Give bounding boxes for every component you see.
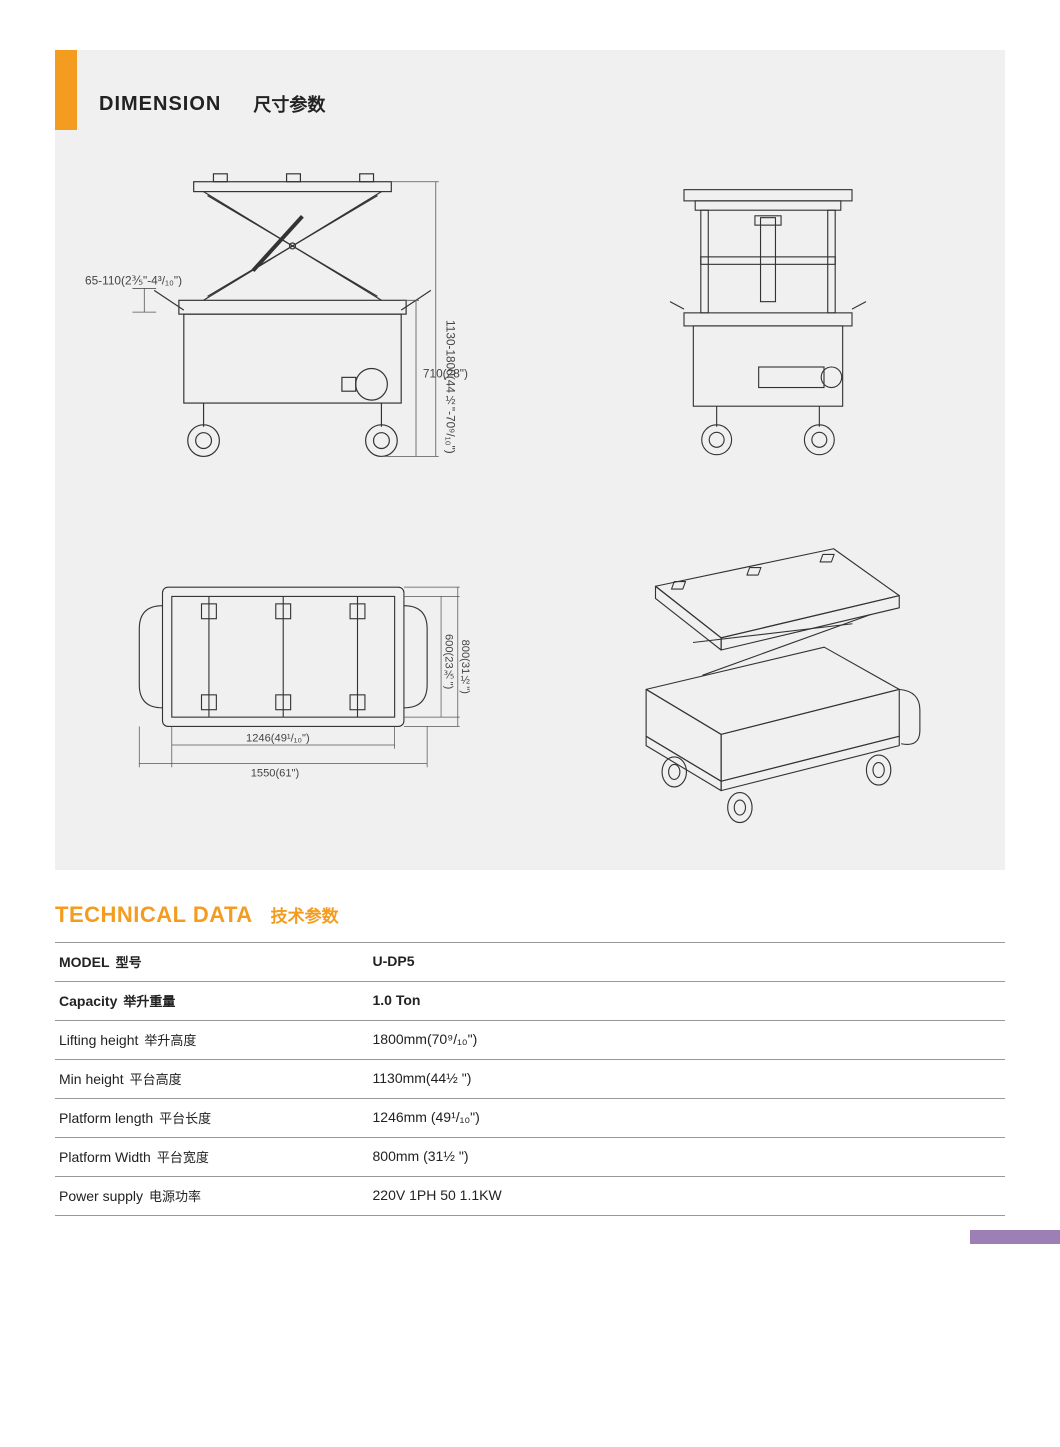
dim-handle-range: 65-110(2⅗"-4³/₁₀"): [85, 273, 182, 287]
table-row: Lifting height 举升高度 1800mm(70⁹/₁₀"): [55, 1021, 1005, 1060]
spec-table: MODEL型号U-DP5Capacity举升重量1.0 TonLifting h…: [55, 942, 1005, 1216]
spec-value-cell: 800mm (31½ "): [369, 1138, 1006, 1177]
spec-label-cell: Capacity 举升重量: [55, 982, 369, 1021]
top-view: 1246(49¹/₁₀") 1550(61") 600(23⅗") 800(31…: [85, 530, 500, 830]
dim-inner-l: 1246(49¹/₁₀"): [246, 732, 310, 744]
spec-value: 1800mm(70⁹/₁₀"): [373, 1031, 478, 1047]
dimension-title-cn: 尺寸参数: [253, 91, 325, 117]
spec-label-cell: Power supply 电源功率: [55, 1177, 369, 1216]
spec-label-cell: Platform length 平台长度: [55, 1099, 369, 1138]
side-view: 1130-1800(44½"-70⁹/₁₀") 710(28") 65-110(…: [85, 160, 500, 490]
spec-label-cn: 举升高度: [144, 1033, 196, 1048]
spec-label-en: Platform Width: [59, 1149, 151, 1165]
spec-label-en: Min height: [59, 1071, 124, 1087]
accent-bar: [55, 50, 77, 130]
technical-data-title-en: TECHNICAL DATA: [55, 902, 253, 928]
spec-label-cell: Platform Width 平台宽度: [55, 1138, 369, 1177]
dimension-title-en: DIMENSION: [99, 93, 221, 116]
spec-label-en: Power supply: [59, 1188, 143, 1204]
spec-value: 1130mm(44½ "): [373, 1070, 472, 1086]
spec-value-cell: 1.0 Ton: [369, 982, 1006, 1021]
spec-label-cn: 平台高度: [130, 1072, 182, 1087]
spec-value-cell: U-DP5: [369, 943, 1006, 982]
spec-label-cn: 型号: [116, 955, 142, 970]
table-row: Capacity 举升重量 1.0 Ton: [55, 982, 1005, 1021]
technical-data-title-cn: 技术参数: [271, 902, 339, 927]
table-row: Platform Width 平台宽度 800mm (31½ "): [55, 1138, 1005, 1177]
isometric-view: [560, 530, 975, 830]
spec-label-cn: 平台宽度: [157, 1150, 209, 1165]
dim-base-h: 710(28"): [423, 366, 468, 380]
spec-value-cell: 1246mm (49¹/₁₀"): [369, 1099, 1006, 1138]
spec-value: 800mm (31½ "): [373, 1148, 469, 1164]
spec-value-cell: 1130mm(44½ "): [369, 1060, 1006, 1099]
table-row: Platform length 平台长度 1246mm (49¹/₁₀"): [55, 1099, 1005, 1138]
spec-label-en: Lifting height: [59, 1032, 138, 1048]
dim-outer-w: 800(31½"): [459, 640, 471, 695]
table-row: MODEL 型号 U-DP5: [55, 943, 1005, 982]
spec-label-cn: 电源功率: [149, 1189, 201, 1204]
spec-label-cell: Lifting height 举升高度: [55, 1021, 369, 1060]
spec-value: 1.0 Ton: [373, 992, 421, 1008]
spec-table-body: MODEL型号U-DP5Capacity举升重量1.0 TonLifting h…: [55, 943, 1005, 1216]
spec-value: U-DP5: [373, 953, 415, 969]
spec-value: 1246mm (49¹/₁₀"): [373, 1109, 480, 1125]
spec-label-en: Platform length: [59, 1110, 153, 1126]
spec-value-cell: 1800mm(70⁹/₁₀"): [369, 1021, 1006, 1060]
views-grid: 1130-1800(44½"-70⁹/₁₀") 710(28") 65-110(…: [85, 160, 975, 830]
front-view: [560, 160, 975, 490]
spec-label-en: Capacity: [59, 993, 117, 1009]
dim-inner-w: 600(23⅗"): [443, 634, 455, 690]
dimension-panel: DIMENSION 尺寸参数: [55, 50, 1005, 870]
footer-accent-bar: [970, 1230, 1060, 1244]
dimension-header: DIMENSION 尺寸参数: [85, 78, 975, 130]
spec-value: 220V 1PH 50 1.1KW: [373, 1187, 502, 1203]
table-row: Min height 平台高度 1130mm(44½ "): [55, 1060, 1005, 1099]
spec-value-cell: 220V 1PH 50 1.1KW: [369, 1177, 1006, 1216]
spec-label-cell: MODEL 型号: [55, 943, 369, 982]
spec-label-en: MODEL: [59, 954, 110, 970]
spec-label-cn: 举升重量: [123, 994, 175, 1009]
spec-label-cn: 平台长度: [159, 1111, 211, 1126]
table-row: Power supply 电源功率 220V 1PH 50 1.1KW: [55, 1177, 1005, 1216]
spec-label-cell: Min height 平台高度: [55, 1060, 369, 1099]
dim-outer-l: 1550(61"): [251, 768, 300, 780]
dim-overall-h: 1130-1800(44½"-70⁹/₁₀"): [444, 320, 458, 454]
technical-data-header: TECHNICAL DATA 技术参数: [55, 902, 1005, 928]
page: DIMENSION 尺寸参数: [0, 0, 1060, 1256]
